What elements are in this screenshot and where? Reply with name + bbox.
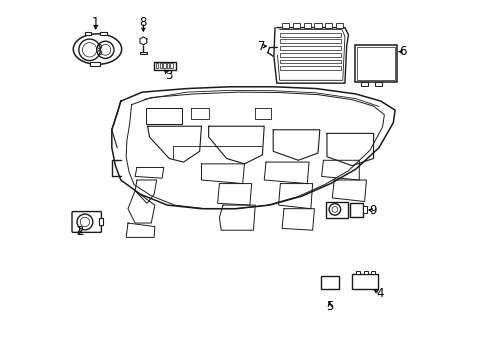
Bar: [320, 276, 339, 289]
Text: 1: 1: [92, 16, 99, 29]
Bar: [292, 23, 300, 28]
Bar: [282, 23, 289, 28]
Bar: [335, 23, 343, 28]
Bar: [325, 23, 332, 28]
Bar: [355, 271, 359, 274]
Bar: [314, 23, 321, 28]
Polygon shape: [140, 37, 146, 45]
Text: 3: 3: [165, 69, 173, 82]
Bar: [303, 23, 310, 28]
Text: 2: 2: [76, 225, 83, 238]
Bar: [170, 63, 172, 68]
Bar: [159, 63, 162, 68]
Bar: [360, 82, 367, 86]
Bar: [280, 33, 340, 37]
Text: 6: 6: [398, 45, 406, 58]
Bar: [140, 51, 147, 54]
Bar: [166, 63, 169, 68]
Bar: [99, 219, 103, 225]
Bar: [85, 32, 91, 35]
FancyBboxPatch shape: [72, 212, 101, 232]
Text: 8: 8: [140, 16, 147, 29]
Bar: [280, 46, 340, 50]
Bar: [89, 62, 100, 66]
Bar: [357, 47, 394, 80]
Ellipse shape: [73, 34, 122, 64]
Bar: [354, 45, 396, 82]
FancyBboxPatch shape: [351, 274, 377, 289]
Bar: [349, 203, 363, 217]
Bar: [280, 66, 340, 70]
Text: 9: 9: [368, 204, 376, 217]
Bar: [370, 271, 374, 274]
Bar: [163, 63, 165, 68]
Text: 4: 4: [376, 287, 383, 300]
Bar: [156, 63, 158, 68]
Bar: [100, 32, 106, 35]
Polygon shape: [273, 28, 348, 83]
Text: 5: 5: [325, 300, 333, 313]
Bar: [280, 60, 340, 63]
Bar: [325, 202, 347, 218]
Bar: [280, 53, 340, 57]
Bar: [375, 82, 381, 86]
Bar: [363, 271, 367, 274]
Text: 7: 7: [258, 40, 265, 53]
Bar: [363, 206, 366, 213]
Bar: [154, 62, 175, 69]
Bar: [280, 40, 340, 43]
